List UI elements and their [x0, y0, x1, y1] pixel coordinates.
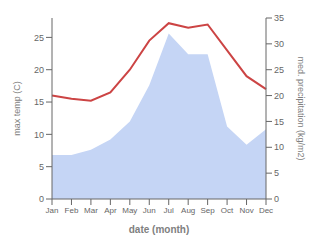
- svg-text:15: 15: [34, 97, 44, 107]
- svg-text:15: 15: [274, 117, 284, 127]
- svg-text:0: 0: [274, 194, 279, 204]
- svg-text:Apr: Apr: [104, 206, 117, 215]
- svg-text:med. precipitation (kg/m2): med. precipitation (kg/m2): [296, 56, 306, 160]
- svg-text:5: 5: [274, 168, 279, 178]
- svg-text:25: 25: [274, 65, 284, 75]
- svg-text:10: 10: [274, 142, 284, 152]
- svg-text:25: 25: [34, 33, 44, 43]
- svg-text:35: 35: [274, 13, 284, 23]
- svg-text:Nov: Nov: [239, 206, 253, 215]
- svg-text:max temp (C): max temp (C): [12, 81, 22, 136]
- svg-text:May: May: [122, 206, 137, 215]
- svg-text:Jul: Jul: [164, 206, 174, 215]
- svg-text:0: 0: [39, 194, 44, 204]
- svg-text:Aug: Aug: [181, 206, 195, 215]
- svg-text:20: 20: [274, 91, 284, 101]
- svg-text:Dec: Dec: [259, 206, 273, 215]
- svg-text:Jun: Jun: [143, 206, 156, 215]
- svg-text:Jan: Jan: [46, 206, 59, 215]
- svg-text:5: 5: [39, 162, 44, 172]
- svg-text:Sep: Sep: [201, 206, 216, 215]
- svg-text:date (month): date (month): [129, 224, 190, 235]
- svg-text:10: 10: [34, 130, 44, 140]
- svg-text:20: 20: [34, 65, 44, 75]
- svg-text:30: 30: [274, 39, 284, 49]
- svg-text:Mar: Mar: [84, 206, 98, 215]
- svg-text:Oct: Oct: [221, 206, 234, 215]
- svg-text:Feb: Feb: [65, 206, 79, 215]
